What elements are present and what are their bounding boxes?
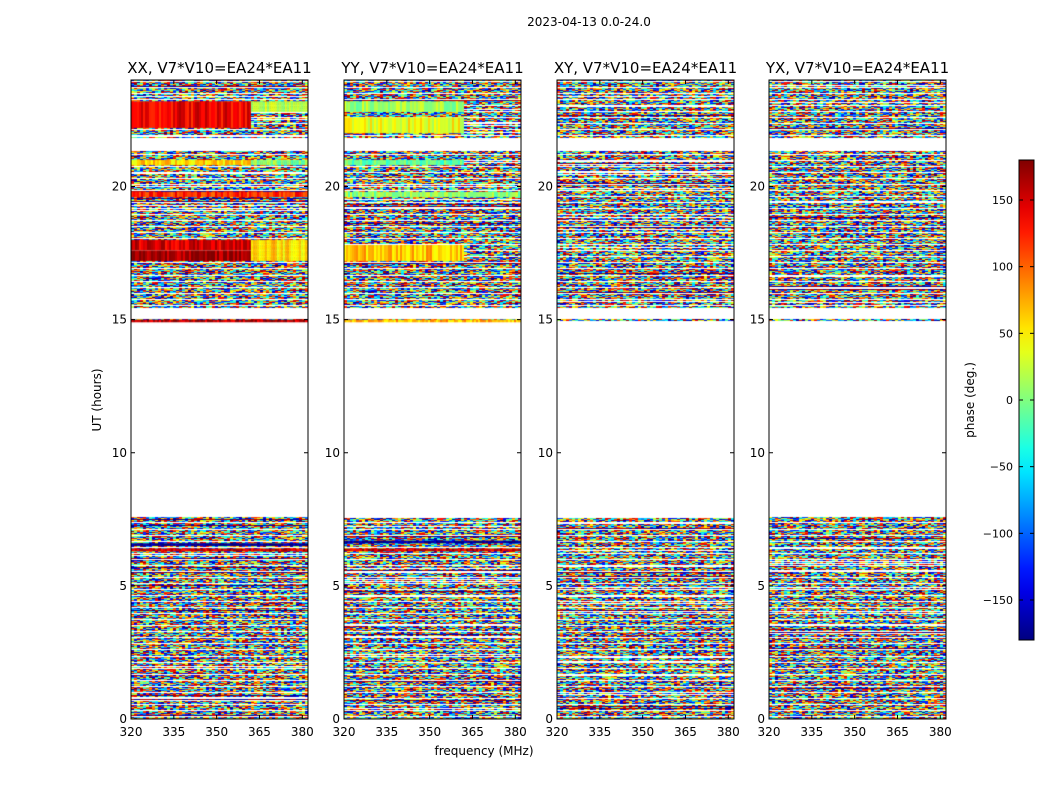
panels: XX, V7*V10=EA24*EA11 320 335 350 365 380 0 5 10 1… <box>112 59 952 739</box>
colorbar-tick-label: 50 <box>999 327 1013 340</box>
y-tick-label: 20 <box>112 180 127 194</box>
x-tick-label: 350 <box>631 725 654 739</box>
x-tick-label: 350 <box>843 725 866 739</box>
y-tick-label: 10 <box>538 446 553 460</box>
suptitle: 2023-04-13 0.0-24.0 <box>527 15 651 29</box>
y-tick-label: 15 <box>538 313 553 327</box>
panel-2: YY, V7*V10=EA24*EA11 320 335 350 365 380 0 5 10 1… <box>325 59 527 739</box>
x-tick-label: 350 <box>205 725 228 739</box>
phase-image <box>131 80 308 719</box>
y-tick-label: 15 <box>112 313 127 327</box>
x-tick-label: 365 <box>461 725 484 739</box>
x-tick-label: 320 <box>120 725 143 739</box>
y-tick-label: 15 <box>325 313 340 327</box>
phase-image <box>557 80 734 719</box>
y-tick-label: 5 <box>757 579 765 593</box>
x-tick-label: 335 <box>162 725 185 739</box>
x-tick-label: 320 <box>758 725 781 739</box>
panel-frame <box>768 79 947 720</box>
colorbar-tick-label: −100 <box>983 527 1013 540</box>
panel-title: XY, V7*V10=EA24*EA11 <box>554 59 737 77</box>
y-tick-label: 0 <box>757 712 765 726</box>
x-tick-label: 335 <box>588 725 611 739</box>
y-tick-label: 5 <box>332 579 340 593</box>
y-tick-label: 15 <box>750 313 765 327</box>
panel-1: XX, V7*V10=EA24*EA11 320 335 350 365 380 0 5 10 1… <box>112 59 314 739</box>
x-tick-label: 380 <box>929 725 952 739</box>
panel-title: YY, V7*V10=EA24*EA11 <box>340 59 523 77</box>
panel-4: YX, V7*V10=EA24*EA11 320 335 350 365 380 0 5 10 1… <box>750 59 952 739</box>
x-tick-label: 380 <box>504 725 527 739</box>
colorbar-tick-label: 100 <box>992 261 1013 274</box>
panel-title: YX, V7*V10=EA24*EA11 <box>765 59 949 77</box>
panel-frame <box>130 79 309 720</box>
panel-title: XX, V7*V10=EA24*EA11 <box>127 59 311 77</box>
y-tick-label: 10 <box>325 446 340 460</box>
x-tick-label: 320 <box>546 725 569 739</box>
colorbar-tick-label: −150 <box>983 594 1013 607</box>
phase-image <box>769 80 946 719</box>
colorbar-tick-label: 150 <box>992 194 1013 207</box>
x-tick-label: 335 <box>800 725 823 739</box>
phase-image <box>344 80 521 719</box>
panel-3: XY, V7*V10=EA24*EA11 320 335 350 365 380 0 5 10 1… <box>538 59 740 739</box>
x-tick-label: 380 <box>717 725 740 739</box>
y-tick-label: 0 <box>332 712 340 726</box>
x-axis-label: frequency (MHz) <box>434 744 533 758</box>
y-tick-label: 20 <box>325 180 340 194</box>
y-tick-label: 5 <box>119 579 127 593</box>
x-tick-label: 335 <box>375 725 398 739</box>
colorbar-tick-label: 0 <box>1006 394 1013 407</box>
x-tick-label: 320 <box>333 725 356 739</box>
panel-frame <box>343 79 522 720</box>
y-tick-label: 0 <box>119 712 127 726</box>
y-tick-label: 10 <box>750 446 765 460</box>
y-tick-label: 0 <box>545 712 553 726</box>
x-tick-label: 365 <box>886 725 909 739</box>
x-tick-label: 365 <box>674 725 697 739</box>
y-tick-label: 5 <box>545 579 553 593</box>
y-axis-label: UT (hours) <box>90 368 104 431</box>
colorbar-tick-label: −50 <box>990 461 1013 474</box>
colorbar-label: phase (deg.) <box>963 362 977 438</box>
y-tick-label: 10 <box>112 446 127 460</box>
y-tick-label: 20 <box>750 180 765 194</box>
y-tick-label: 20 <box>538 180 553 194</box>
x-tick-label: 380 <box>291 725 314 739</box>
x-tick-label: 350 <box>418 725 441 739</box>
colorbar: 150 100 50 0 −50 −100 −150 <box>983 159 1035 641</box>
x-tick-label: 365 <box>248 725 271 739</box>
panel-frame <box>556 79 735 720</box>
